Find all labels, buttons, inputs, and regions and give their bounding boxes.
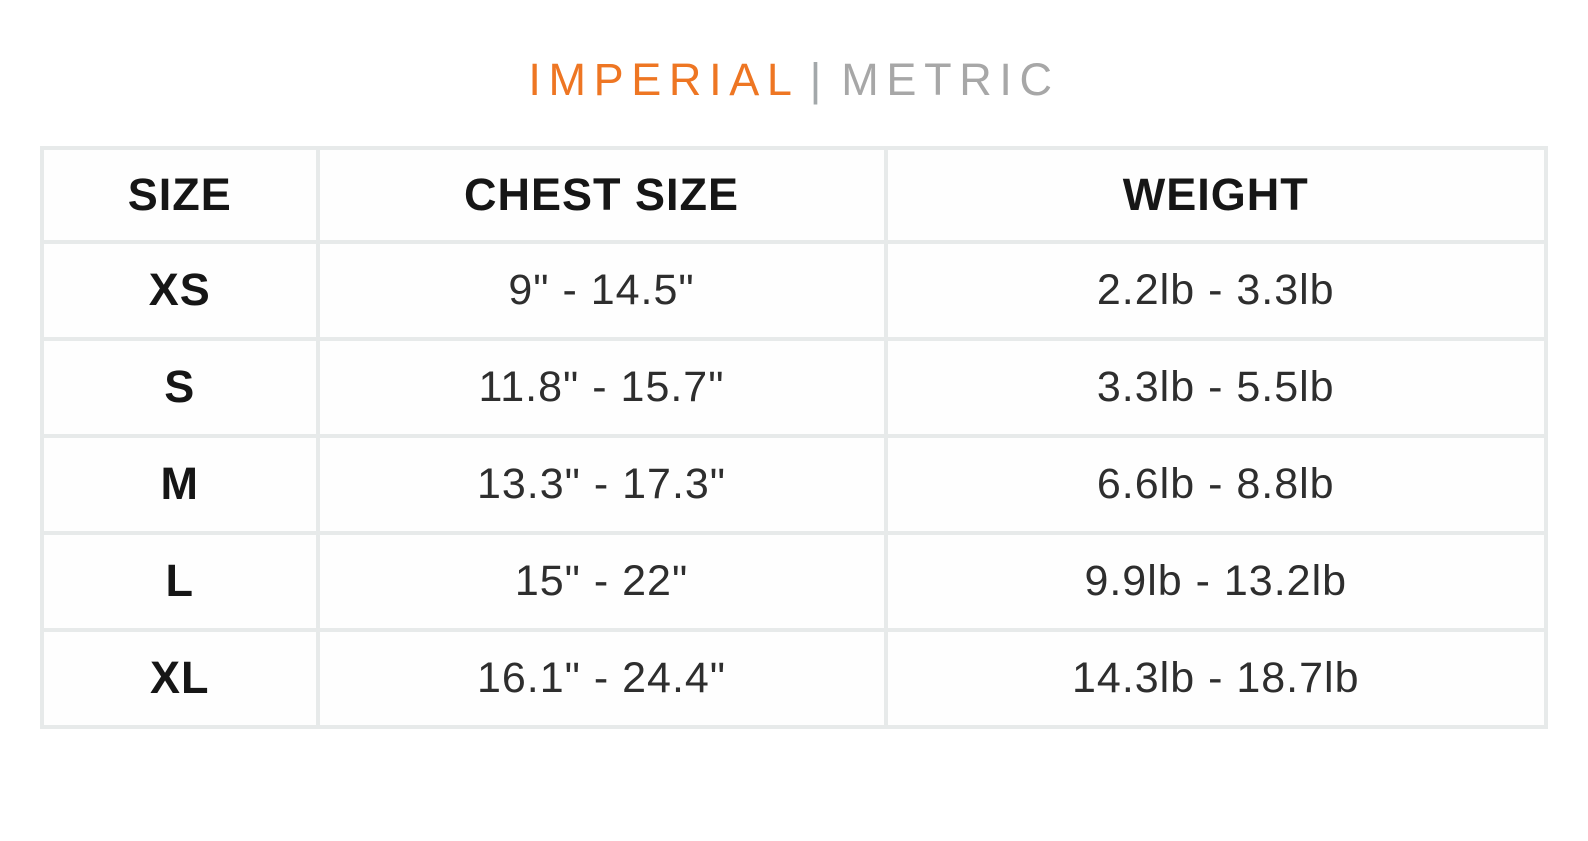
table-row-l: L 15" - 22" 9.9lb - 13.2lb	[44, 534, 1544, 628]
column-header-weight: WEIGHT	[887, 149, 1544, 240]
chest-size-cell: 9" - 14.5"	[319, 243, 884, 337]
size-cell: M	[44, 437, 316, 531]
table-row-s: S 11.8" - 15.7" 3.3lb - 5.5lb	[44, 340, 1544, 434]
unit-tab-imperial[interactable]: IMPERIAL	[528, 54, 800, 105]
size-chart-table: SIZE CHEST SIZE WEIGHT XS 9" - 14.5" 2.2…	[40, 145, 1548, 729]
weight-cell: 6.6lb - 8.8lb	[887, 437, 1544, 531]
unit-tab-metric[interactable]: METRIC	[841, 54, 1060, 105]
size-cell: S	[44, 340, 316, 434]
weight-cell: 14.3lb - 18.7lb	[887, 631, 1544, 725]
chest-size-cell: 15" - 22"	[319, 534, 884, 628]
table-row-xl: XL 16.1" - 24.4" 14.3lb - 18.7lb	[44, 631, 1544, 725]
weight-cell: 9.9lb - 13.2lb	[887, 534, 1544, 628]
size-cell: XL	[44, 631, 316, 725]
size-cell: L	[44, 534, 316, 628]
chest-size-cell: 16.1" - 24.4"	[319, 631, 884, 725]
column-header-size: SIZE	[44, 149, 316, 240]
column-header-chest-size: CHEST SIZE	[319, 149, 884, 240]
chest-size-cell: 13.3" - 17.3"	[319, 437, 884, 531]
chest-size-cell: 11.8" - 15.7"	[319, 340, 884, 434]
unit-toggle: IMPERIAL | METRIC	[0, 0, 1588, 106]
size-cell: XS	[44, 243, 316, 337]
weight-cell: 2.2lb - 3.3lb	[887, 243, 1544, 337]
table-row-xs: XS 9" - 14.5" 2.2lb - 3.3lb	[44, 243, 1544, 337]
table-row-m: M 13.3" - 17.3" 6.6lb - 8.8lb	[44, 437, 1544, 531]
unit-toggle-divider: |	[809, 54, 822, 105]
table-header-row: SIZE CHEST SIZE WEIGHT	[44, 149, 1544, 240]
weight-cell: 3.3lb - 5.5lb	[887, 340, 1544, 434]
